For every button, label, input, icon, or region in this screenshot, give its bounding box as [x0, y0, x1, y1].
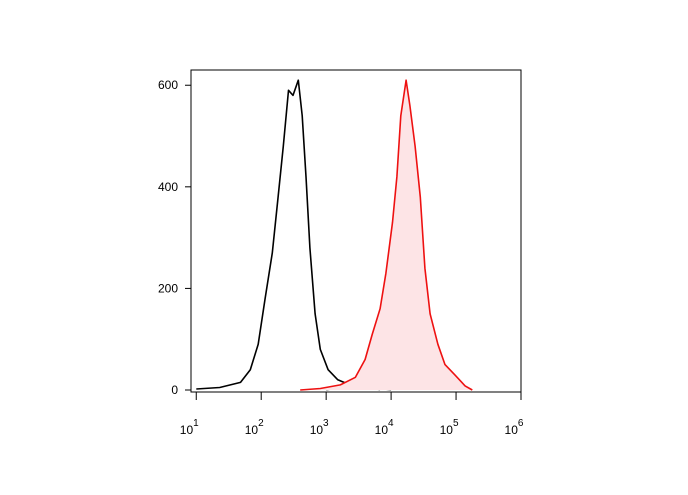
x-tick-label: 105 [440, 418, 459, 437]
tick-exponent: 2 [258, 418, 264, 429]
x-tick-label: 101 [180, 418, 199, 437]
tick-base: 10 [505, 423, 519, 437]
y-tick-label: 400 [158, 180, 178, 194]
x-tick-label: 106 [505, 418, 524, 437]
tick-exponent: 4 [388, 418, 394, 429]
series-area [300, 80, 473, 390]
tick-exponent: 1 [193, 418, 199, 429]
y-tick-label: 0 [171, 383, 178, 397]
plot-frame [190, 69, 522, 393]
y-tick-label: 200 [158, 281, 178, 295]
tick-exponent: 5 [453, 418, 459, 429]
x-tick-label: 104 [375, 418, 394, 437]
tick-base: 10 [440, 423, 454, 437]
tick-base: 10 [375, 423, 389, 437]
series-line [196, 79, 381, 391]
series-line [300, 79, 473, 391]
tick-base: 10 [180, 423, 194, 437]
tick-exponent: 3 [323, 418, 329, 429]
tick-exponent: 6 [518, 418, 524, 429]
x-tick-label: 103 [310, 418, 329, 437]
tick-base: 10 [245, 423, 259, 437]
x-tick-label: 102 [245, 418, 264, 437]
y-tick-label: 600 [158, 78, 178, 92]
tick-base: 10 [310, 423, 324, 437]
